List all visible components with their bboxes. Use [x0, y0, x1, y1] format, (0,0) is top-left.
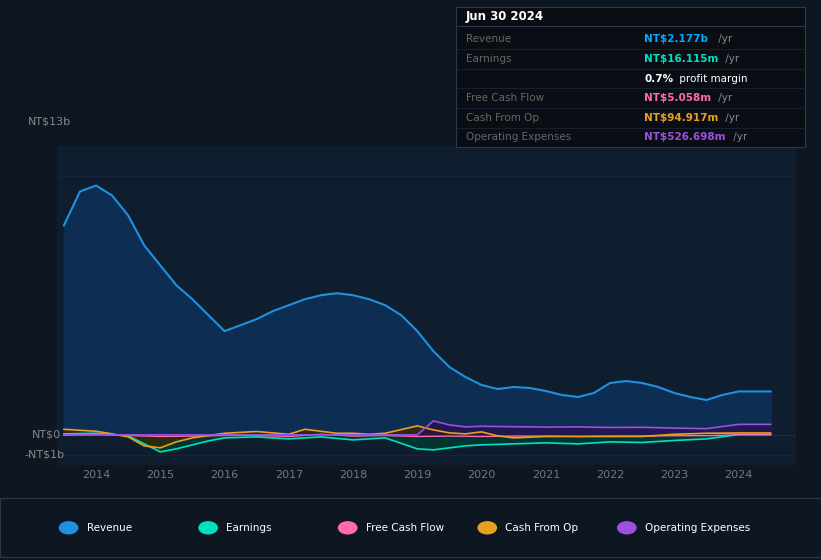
Text: /yr: /yr [731, 133, 748, 142]
Text: Free Cash Flow: Free Cash Flow [366, 523, 444, 533]
Text: Jun 30 2024: Jun 30 2024 [466, 10, 544, 22]
Text: NT$5.058m: NT$5.058m [644, 94, 712, 103]
Text: NT$0: NT$0 [32, 430, 61, 440]
Text: NT$94.917m: NT$94.917m [644, 113, 719, 123]
Text: Cash From Op: Cash From Op [466, 113, 539, 123]
Text: Cash From Op: Cash From Op [506, 523, 578, 533]
Text: -NT$1b: -NT$1b [25, 450, 64, 460]
Text: /yr: /yr [722, 113, 740, 123]
Text: Earnings: Earnings [227, 523, 272, 533]
Text: Operating Expenses: Operating Expenses [466, 133, 571, 142]
Text: Revenue: Revenue [87, 523, 131, 533]
Text: /yr: /yr [715, 94, 732, 103]
Text: NT$2.177b: NT$2.177b [644, 35, 709, 44]
Text: Free Cash Flow: Free Cash Flow [466, 94, 544, 103]
Text: profit margin: profit margin [676, 74, 747, 83]
Text: NT$13b: NT$13b [28, 116, 71, 127]
Text: /yr: /yr [715, 35, 732, 44]
Text: Earnings: Earnings [466, 54, 511, 64]
Text: /yr: /yr [722, 54, 740, 64]
Text: Operating Expenses: Operating Expenses [645, 523, 750, 533]
Text: Revenue: Revenue [466, 35, 511, 44]
Text: NT$16.115m: NT$16.115m [644, 54, 719, 64]
Text: NT$526.698m: NT$526.698m [644, 133, 726, 142]
Text: 0.7%: 0.7% [644, 74, 673, 83]
